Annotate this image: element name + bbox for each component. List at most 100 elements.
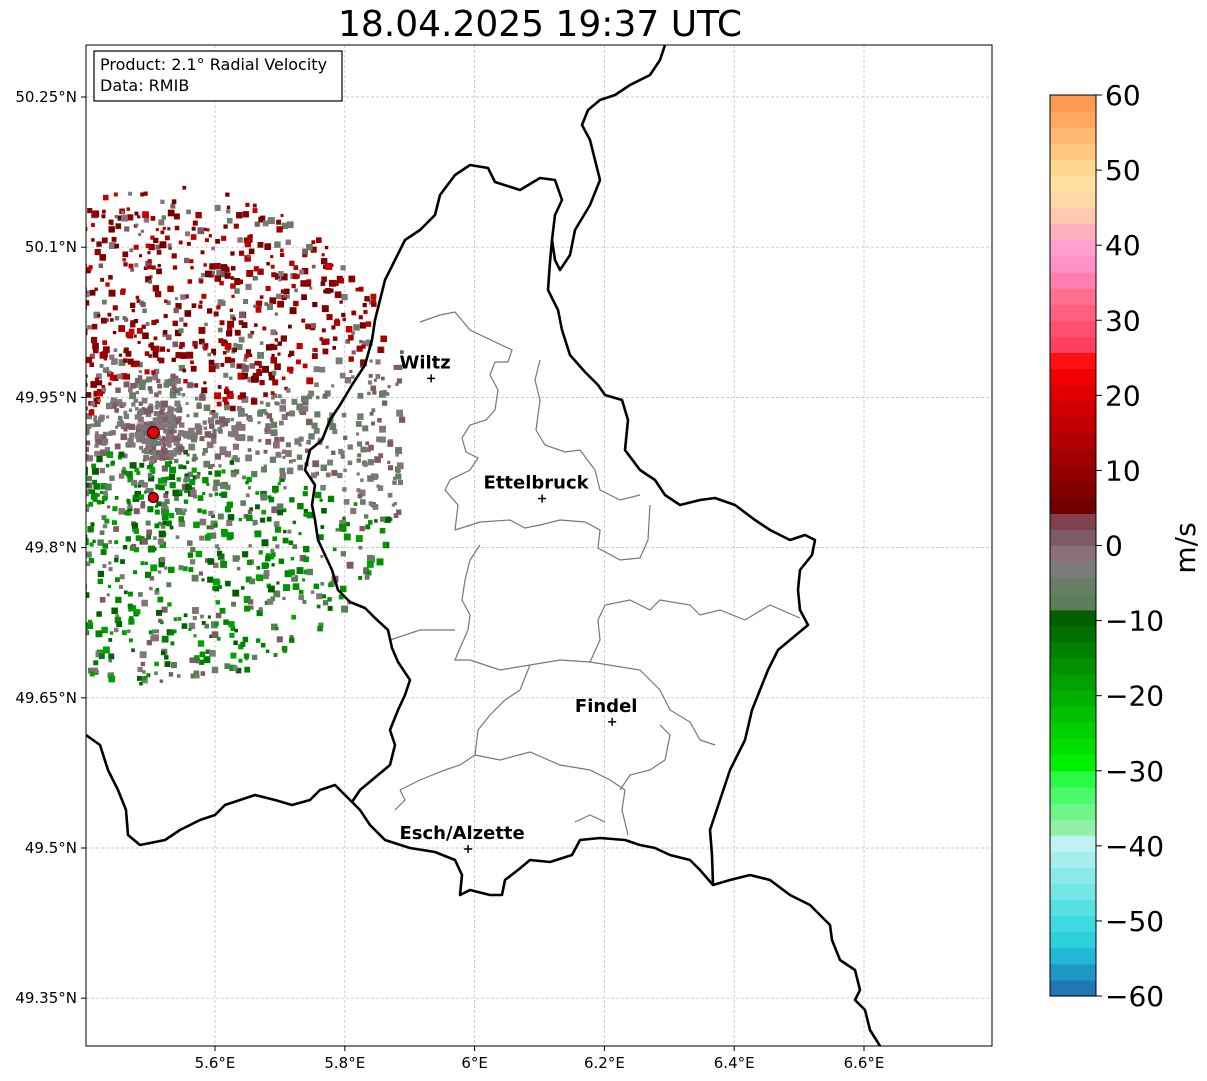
echo-pixel: [334, 318, 340, 323]
echo-pixel: [363, 567, 369, 573]
echo-pixel: [259, 379, 265, 386]
echo-pixel: [98, 263, 104, 269]
echo-pixel: [100, 277, 105, 282]
echo-pixel: [19, 633, 24, 638]
echo-pixel: [10, 369, 15, 374]
echo-pixel: [294, 438, 301, 445]
echo-pixel: [68, 526, 75, 533]
echo-pixel: [219, 607, 226, 614]
echo-pixel: [295, 274, 300, 279]
echo-pixel: [98, 653, 105, 660]
echo-pixel: [32, 293, 38, 299]
echo-pixel: [240, 641, 246, 647]
echo-pixel: [238, 320, 244, 325]
echo-pixel: [379, 527, 386, 534]
echo-pixel: [68, 378, 74, 384]
echo-pixel: [313, 347, 318, 352]
echo-pixel: [184, 476, 190, 483]
echo-pixel: [382, 542, 387, 547]
echo-pixel: [115, 577, 120, 583]
echo-pixel: [58, 579, 65, 586]
echo-pixel: [259, 295, 264, 299]
echo-pixel: [27, 350, 31, 354]
echo-pixel: [242, 364, 249, 372]
colorbar-swatch: [1050, 513, 1096, 531]
echo-pixel: [4, 273, 10, 279]
echo-pixel: [339, 525, 346, 532]
echo-pixel: [199, 436, 205, 442]
echo-pixel: [172, 320, 178, 327]
colorbar-swatch: [1050, 223, 1096, 241]
echo-pixel: [24, 433, 31, 440]
echo-pixel: [115, 443, 121, 449]
echo-pixel: [130, 322, 136, 328]
echo-pixel: [141, 599, 148, 607]
echo-pixel: [82, 239, 85, 242]
echo-pixel: [319, 498, 323, 502]
echo-pixel: [239, 392, 246, 399]
echo-pixel: [195, 474, 200, 479]
colorbar-swatch: [1050, 529, 1096, 547]
echo-pixel: [243, 357, 248, 362]
echo-pixel: [0, 616, 4, 622]
echo-pixel: [208, 510, 214, 516]
echo-pixel: [68, 267, 74, 273]
echo-pixel: [312, 460, 320, 468]
echo-pixel: [204, 558, 210, 563]
echo-pixel: [270, 329, 277, 336]
echo-pixel: [270, 264, 275, 269]
echo-pixel: [86, 423, 92, 429]
echo-pixel: [376, 558, 384, 566]
echo-pixel: [18, 566, 23, 571]
echo-pixel: [375, 359, 381, 365]
echo-pixel: [219, 422, 225, 428]
echo-pixel: [65, 617, 68, 620]
echo-pixel: [260, 466, 267, 473]
echo-pixel: [370, 385, 377, 392]
echo-pixel: [229, 308, 234, 312]
echo-pixel: [193, 344, 198, 349]
echo-pixel: [250, 330, 254, 335]
echo-pixel: [223, 619, 229, 625]
echo-pixel: [63, 629, 68, 634]
echo-pixel: [27, 418, 31, 422]
echo-pixel: [153, 536, 157, 540]
echo-pixel: [0, 451, 2, 457]
echo-pixel: [64, 275, 67, 278]
echo-pixel: [13, 464, 20, 471]
echo-pixel: [77, 406, 80, 409]
echo-pixel: [224, 663, 231, 670]
echo-pixel: [110, 318, 114, 322]
echo-pixel: [273, 653, 278, 657]
echo-pixel: [265, 344, 273, 351]
echo-pixel: [74, 434, 80, 440]
echo-pixel: [75, 428, 81, 434]
echo-pixel: [134, 211, 139, 216]
echo-pixel: [150, 345, 154, 349]
colorbar-swatch: [1050, 931, 1096, 949]
echo-pixel: [27, 560, 32, 565]
colorbar-tick-label: −20: [1105, 680, 1164, 713]
echo-pixel: [42, 409, 46, 413]
echo-pixel: [15, 230, 22, 237]
echo-pixel: [157, 570, 162, 574]
echo-pixel: [170, 641, 175, 646]
echo-pixel: [67, 640, 72, 645]
colorbar-swatch: [1050, 706, 1096, 724]
echo-pixel: [279, 467, 286, 474]
echo-pixel: [209, 525, 214, 530]
echo-pixel: [184, 294, 189, 299]
echo-pixel: [280, 248, 284, 253]
echo-pixel: [280, 273, 288, 281]
echo-pixel: [75, 609, 81, 615]
echo-pixel: [242, 211, 249, 218]
echo-pixel: [135, 390, 139, 395]
echo-pixel: [261, 539, 269, 547]
echo-pixel: [362, 340, 368, 346]
echo-pixel: [207, 417, 215, 424]
echo-pixel: [99, 254, 107, 261]
colorbar-swatch: [1050, 288, 1096, 305]
echo-pixel: [20, 459, 24, 463]
echo-pixel: [276, 219, 282, 225]
echo-pixel: [130, 442, 136, 448]
